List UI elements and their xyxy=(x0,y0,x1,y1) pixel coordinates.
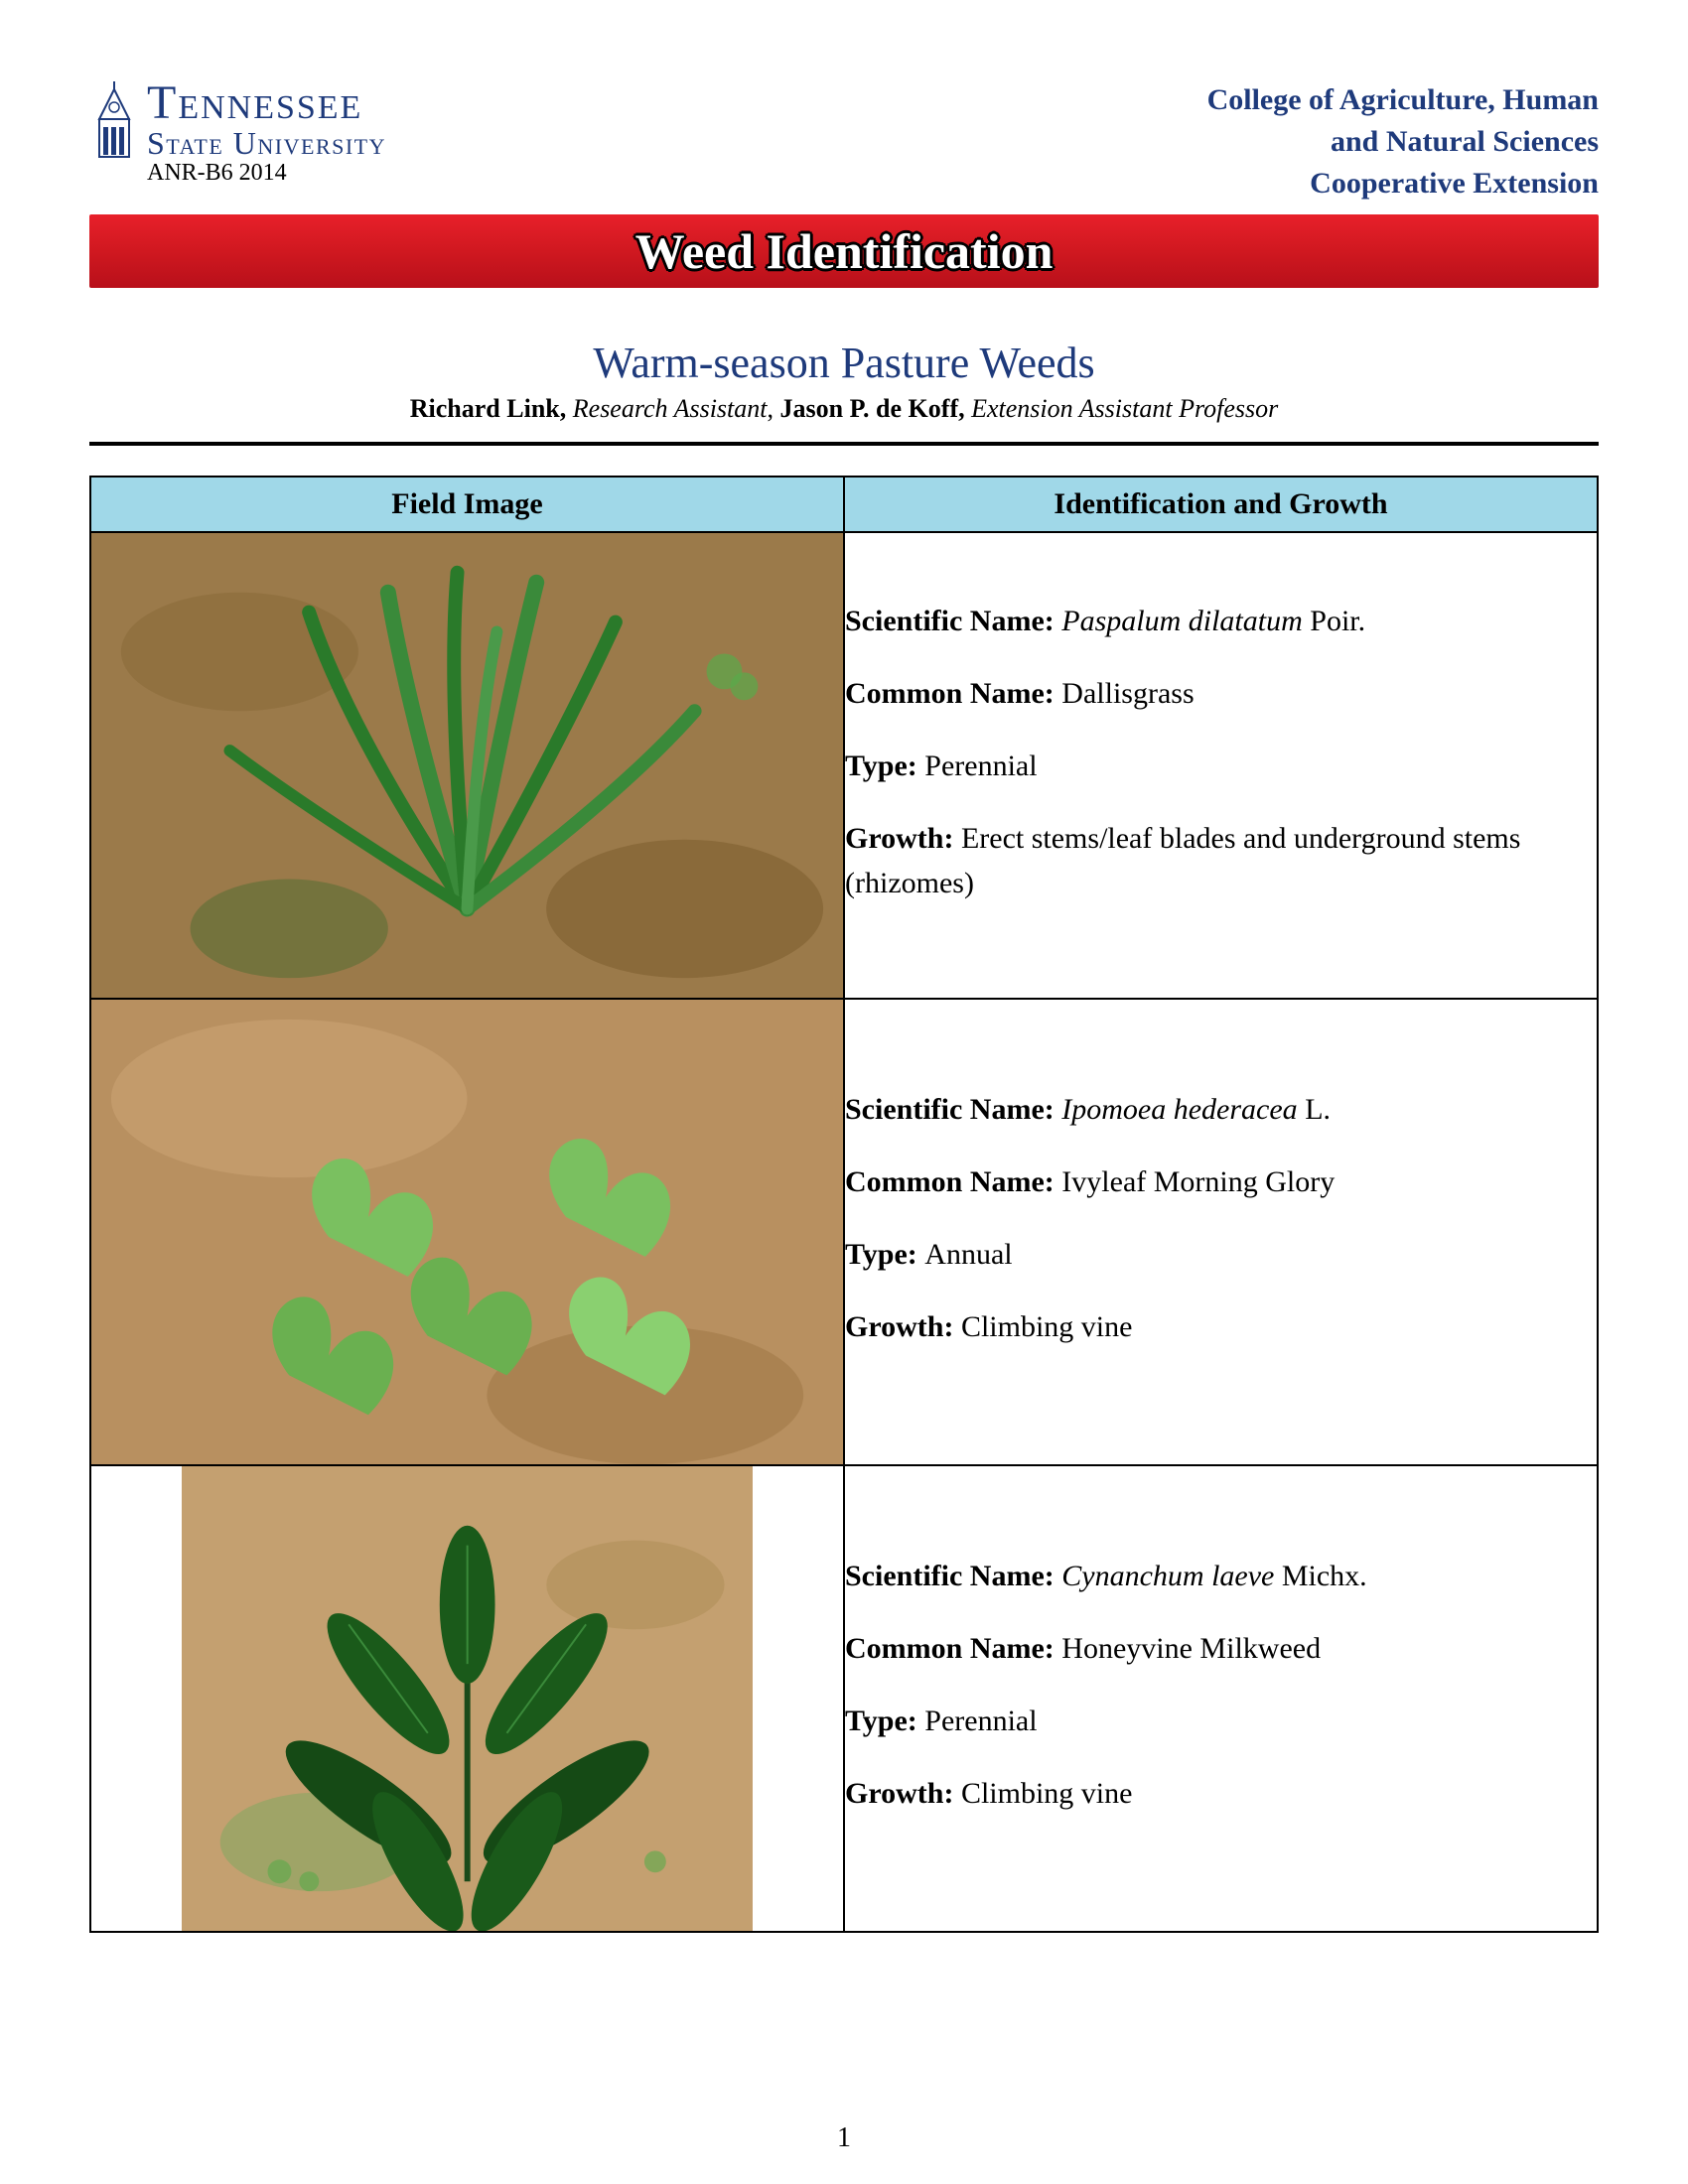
subtitle: Warm-season Pasture Weeds xyxy=(89,338,1599,388)
subtitle-block: Warm-season Pasture Weeds Richard Link, … xyxy=(89,338,1599,424)
table-row: Scientific Name: Paspalum dilatatum Poir… xyxy=(90,532,1598,999)
plant-illustration-icon xyxy=(182,1466,753,1931)
author2-role: Extension Assistant Professor xyxy=(965,394,1279,423)
divider xyxy=(89,442,1599,446)
logo-line2: State University xyxy=(147,127,386,159)
plant-illustration-icon xyxy=(91,1000,843,1464)
university-tower-icon xyxy=(89,79,139,159)
document-code: ANR-B6 2014 xyxy=(147,161,386,185)
header-row: Tennessee State University ANR-B6 2014 C… xyxy=(89,79,1599,205)
table-row: Scientific Name: Cynanchum laeve Michx. … xyxy=(90,1465,1598,1932)
logo-block: Tennessee State University ANR-B6 2014 xyxy=(89,79,386,185)
field-image-milkweed xyxy=(90,1465,844,1932)
college-line2: and Natural Sciences xyxy=(1207,121,1599,163)
col-header-info: Identification and Growth xyxy=(844,477,1598,532)
field-image-dallisgrass xyxy=(90,532,844,999)
page-number: 1 xyxy=(837,2122,851,2154)
logo-text: Tennessee State University ANR-B6 2014 xyxy=(147,79,386,185)
info-cell: Scientific Name: Cynanchum laeve Michx. … xyxy=(844,1465,1598,1932)
field-image-morning-glory xyxy=(90,999,844,1465)
col-header-image: Field Image xyxy=(90,477,844,532)
plant-illustration-icon xyxy=(91,533,843,998)
info-cell: Scientific Name: Paspalum dilatatum Poir… xyxy=(844,532,1598,999)
author2-name: Jason P. de Koff, xyxy=(779,394,964,423)
info-cell: Scientific Name: Ipomoea hederacea L. Co… xyxy=(844,999,1598,1465)
authors: Richard Link, Research Assistant, Jason … xyxy=(89,394,1599,424)
logo-line1: Tennessee xyxy=(147,79,386,127)
author1-name: Richard Link, xyxy=(410,394,567,423)
table-header-row: Field Image Identification and Growth xyxy=(90,477,1598,532)
college-line3: Cooperative Extension xyxy=(1207,163,1599,205)
title-banner: Weed Identification xyxy=(89,214,1599,288)
weed-table: Field Image Identification and Growth xyxy=(89,476,1599,1933)
banner-title: Weed Identification xyxy=(635,222,1054,280)
college-block: College of Agriculture, Human and Natura… xyxy=(1207,79,1599,205)
author1-role: Research Assistant xyxy=(566,394,767,423)
college-line1: College of Agriculture, Human xyxy=(1207,79,1599,121)
table-row: Scientific Name: Ipomoea hederacea L. Co… xyxy=(90,999,1598,1465)
